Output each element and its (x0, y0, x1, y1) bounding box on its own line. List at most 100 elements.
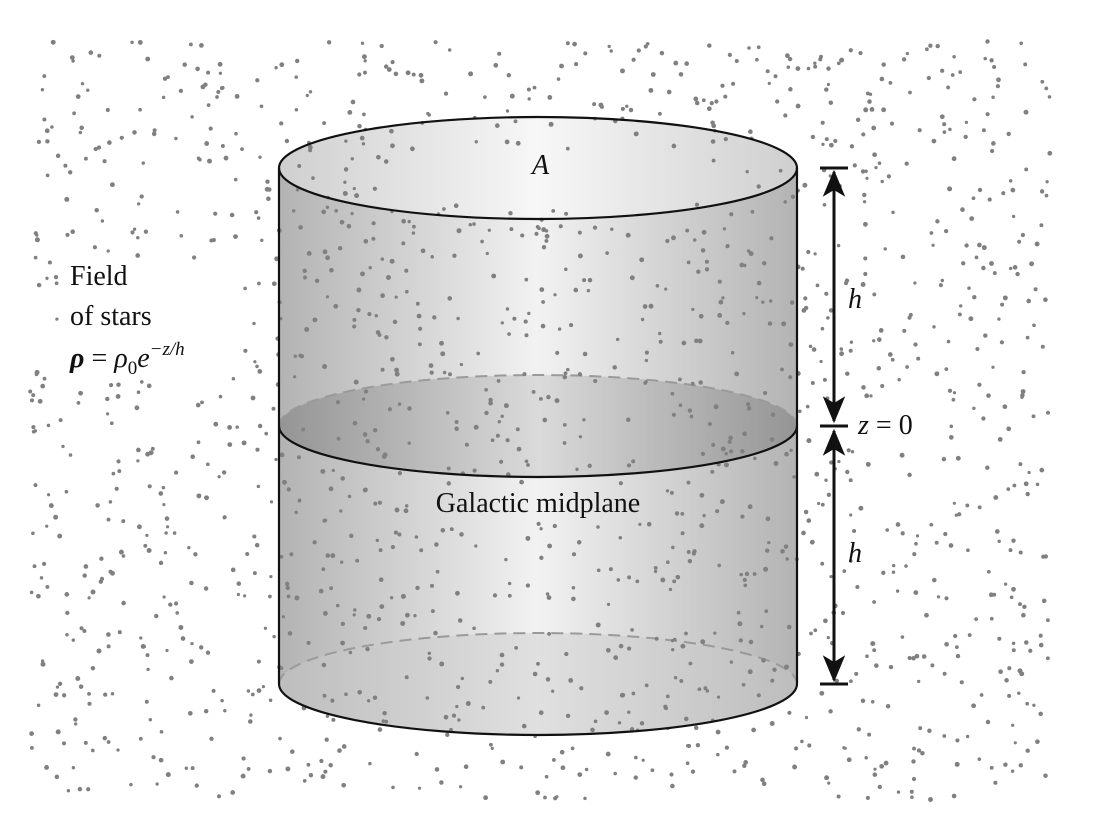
star-dot (507, 593, 512, 598)
star-dot (775, 99, 780, 104)
star-dot (742, 312, 746, 316)
star-dot (145, 451, 151, 457)
star-dot (872, 600, 876, 604)
star-dot (379, 604, 385, 609)
star-dot (30, 746, 34, 750)
star-dot (61, 444, 65, 449)
star-dot (346, 223, 352, 229)
star-dot (870, 641, 876, 647)
star-dot (1008, 179, 1013, 183)
star-dot (209, 238, 214, 243)
star-dot (204, 141, 210, 146)
star-dot (45, 524, 49, 528)
star-dot (189, 580, 194, 586)
star-dot (807, 743, 812, 748)
star-dot (98, 579, 104, 584)
star-dot (1047, 95, 1052, 99)
star-dot (175, 611, 180, 615)
star-dot (480, 239, 484, 244)
exp-base: e (137, 343, 149, 374)
star-dot (168, 602, 173, 607)
star-dot (92, 245, 98, 250)
height-label-lower: h (848, 538, 862, 569)
star-dot (723, 94, 728, 99)
star-dot (240, 147, 244, 151)
star-dot (200, 400, 204, 405)
star-dot (1011, 641, 1016, 646)
star-dot (75, 676, 81, 681)
star-dot (42, 561, 47, 567)
star-dot (325, 714, 330, 719)
star-dot (786, 65, 791, 69)
star-dot (117, 469, 122, 474)
star-dot (599, 104, 604, 109)
star-dot (132, 227, 137, 231)
star-dot (514, 646, 518, 650)
star-dot (955, 455, 961, 461)
star-dot (340, 621, 346, 627)
star-dot (105, 107, 110, 113)
star-dot (850, 450, 855, 454)
star-dot (474, 140, 479, 144)
star-dot (869, 394, 873, 398)
star-dot (356, 308, 361, 313)
star-dot (454, 426, 459, 432)
star-dot (50, 125, 54, 129)
star-dot (430, 255, 434, 259)
star-dot (208, 126, 213, 131)
star-dot (281, 615, 286, 619)
star-dot (29, 731, 34, 736)
star-dot (907, 472, 912, 478)
star-dot (626, 463, 632, 468)
star-dot (427, 656, 432, 661)
star-dot (527, 97, 531, 101)
star-dot (789, 300, 795, 305)
star-dot (139, 636, 143, 640)
star-dot (435, 569, 440, 574)
star-dot (860, 282, 866, 287)
star-dot (616, 337, 620, 342)
star-dot (972, 295, 977, 300)
star-dot (761, 260, 767, 266)
star-dot (321, 662, 327, 668)
star-dot (761, 781, 767, 786)
star-dot (407, 219, 411, 224)
star-dot (605, 751, 611, 757)
star-dot (233, 177, 238, 182)
star-dot (974, 617, 978, 621)
star-dot (707, 43, 712, 48)
star-dot (286, 594, 291, 599)
star-dot (839, 57, 845, 63)
star-dot (33, 483, 38, 488)
star-dot (715, 729, 721, 735)
star-dot (525, 535, 531, 541)
star-dot (691, 307, 695, 312)
star-dot (955, 645, 959, 649)
exponent: −z/h (150, 339, 185, 360)
star-dot (592, 225, 598, 230)
star-dot (698, 380, 703, 385)
star-dot (455, 704, 459, 709)
star-dot (695, 743, 701, 748)
star-dot (985, 719, 991, 725)
star-dot (806, 518, 812, 523)
star-dot (158, 757, 164, 763)
star-dot (138, 736, 143, 741)
star-dot (487, 228, 491, 232)
star-dot (488, 679, 493, 684)
star-dot (294, 108, 299, 112)
star-dot (789, 448, 793, 452)
star-dot (942, 130, 947, 134)
star-dot (787, 56, 793, 62)
star-dot (605, 251, 609, 255)
star-dot (86, 787, 91, 792)
star-dot (942, 122, 947, 127)
star-dot (769, 721, 775, 726)
star-dot (813, 252, 817, 256)
star-dot (145, 653, 150, 658)
star-dot (819, 690, 825, 696)
star-dot (788, 87, 793, 92)
star-dot (368, 266, 372, 270)
star-dot (867, 99, 872, 104)
star-dot (484, 410, 489, 416)
